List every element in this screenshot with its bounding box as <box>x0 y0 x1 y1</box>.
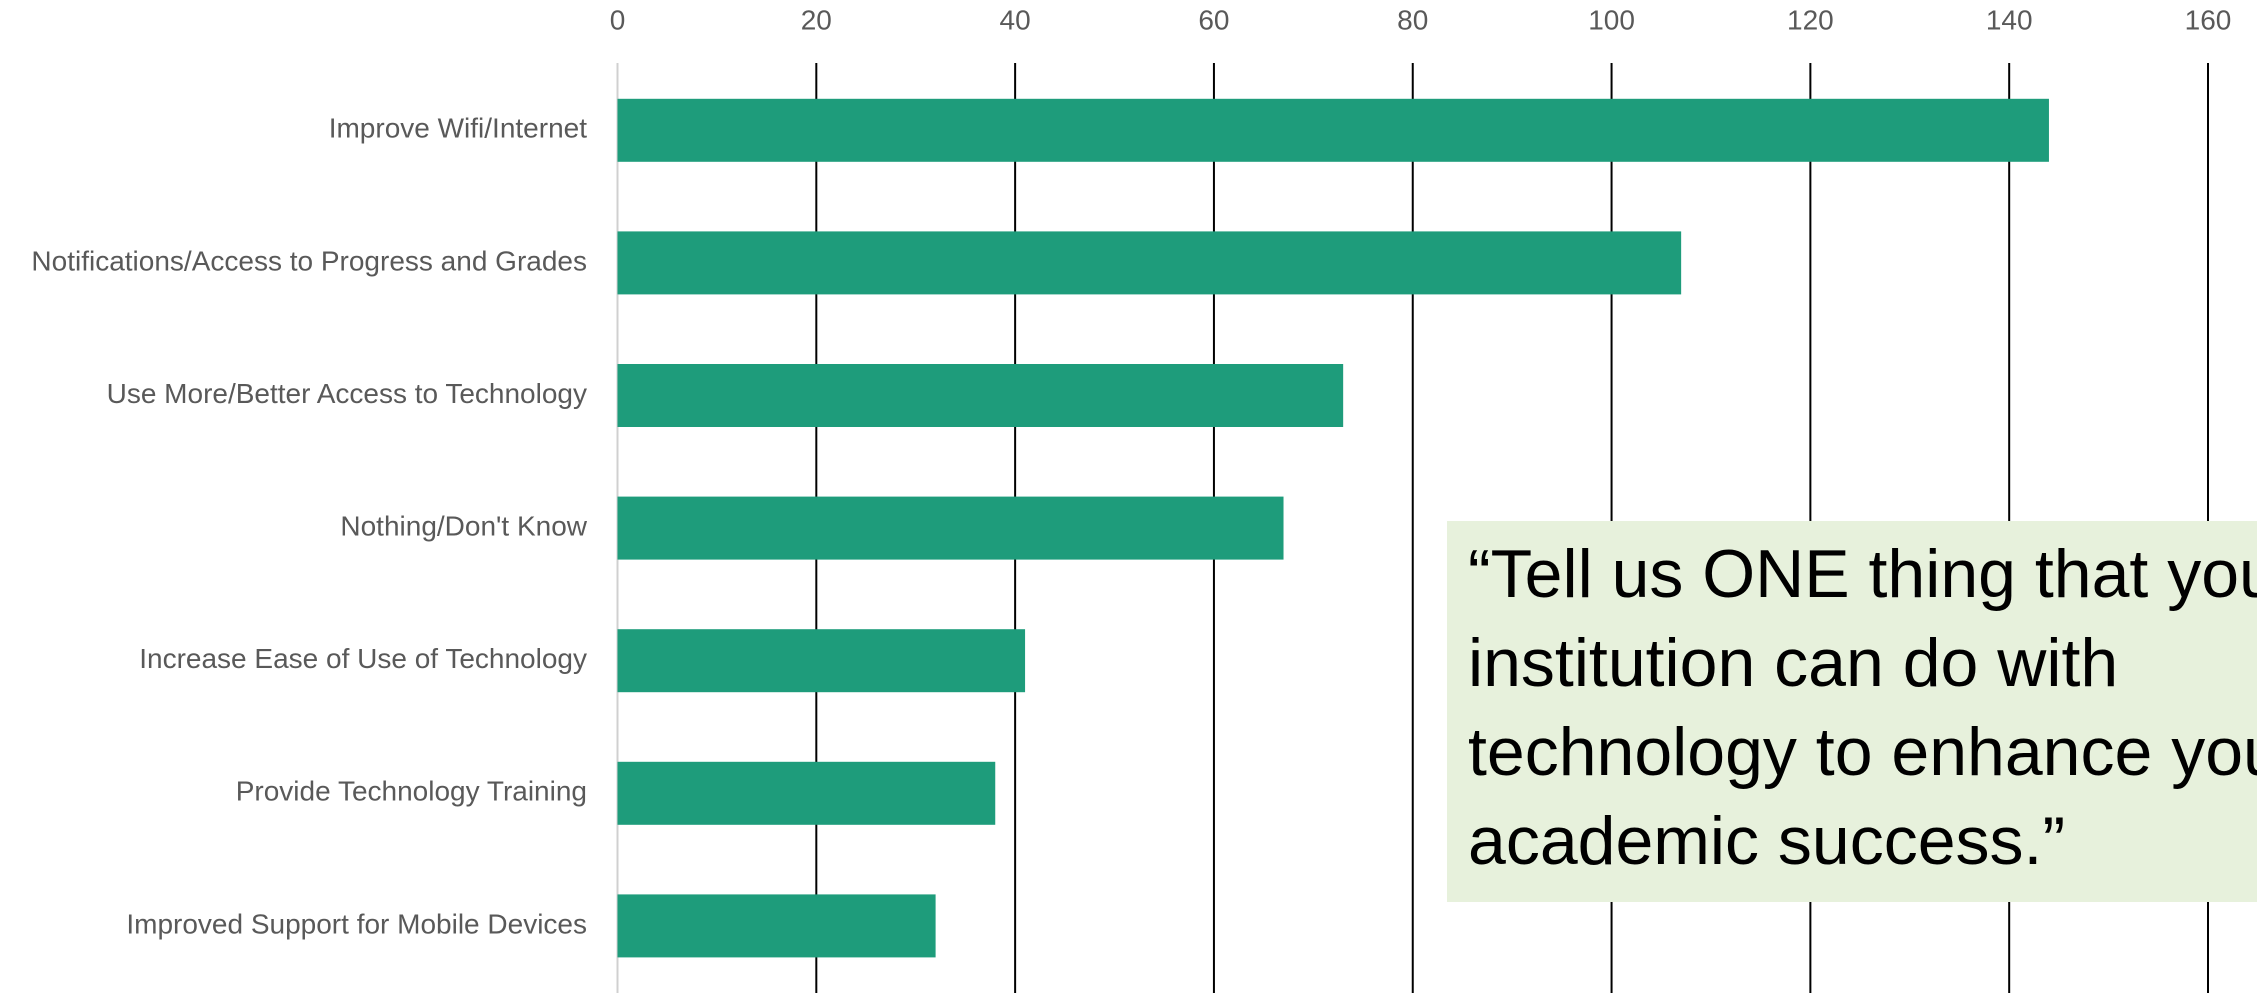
y-tick-label: Increase Ease of Use of Technology <box>139 643 587 674</box>
bar <box>617 629 1026 693</box>
y-tick-label: Improved Support for Mobile Devices <box>126 908 587 939</box>
y-tick-label: Use More/Better Access to Technology <box>107 378 587 409</box>
annotation-box <box>1447 521 2257 902</box>
y-tick-label: Notifications/Access to Progress and Gra… <box>31 245 587 276</box>
x-tick-label: 0 <box>610 4 626 35</box>
bar <box>617 496 1284 560</box>
annotation-line: institution can do with <box>1468 625 2118 701</box>
x-tick-label: 140 <box>1986 4 2033 35</box>
x-tick-label: 60 <box>1198 4 1229 35</box>
bar <box>617 894 936 958</box>
x-tick-label: 80 <box>1397 4 1428 35</box>
y-tick-label: Improve Wifi/Internet <box>329 113 588 144</box>
bar <box>617 98 2049 162</box>
annotation-line: “Tell us ONE thing that your <box>1468 536 2257 612</box>
bar <box>617 231 1682 295</box>
x-tick-label: 160 <box>2185 4 2232 35</box>
x-tick-label: 20 <box>801 4 832 35</box>
x-tick-label: 40 <box>1000 4 1031 35</box>
y-tick-label: Nothing/Don't Know <box>340 510 587 541</box>
annotation-line: technology to enhance your <box>1468 714 2257 790</box>
y-tick-label: Provide Technology Training <box>236 776 587 807</box>
x-tick-label: 120 <box>1787 4 1834 35</box>
bar <box>617 761 996 825</box>
x-tick-label: 100 <box>1588 4 1635 35</box>
bar <box>617 364 1344 427</box>
annotation-line: academic success.” <box>1468 803 2065 879</box>
